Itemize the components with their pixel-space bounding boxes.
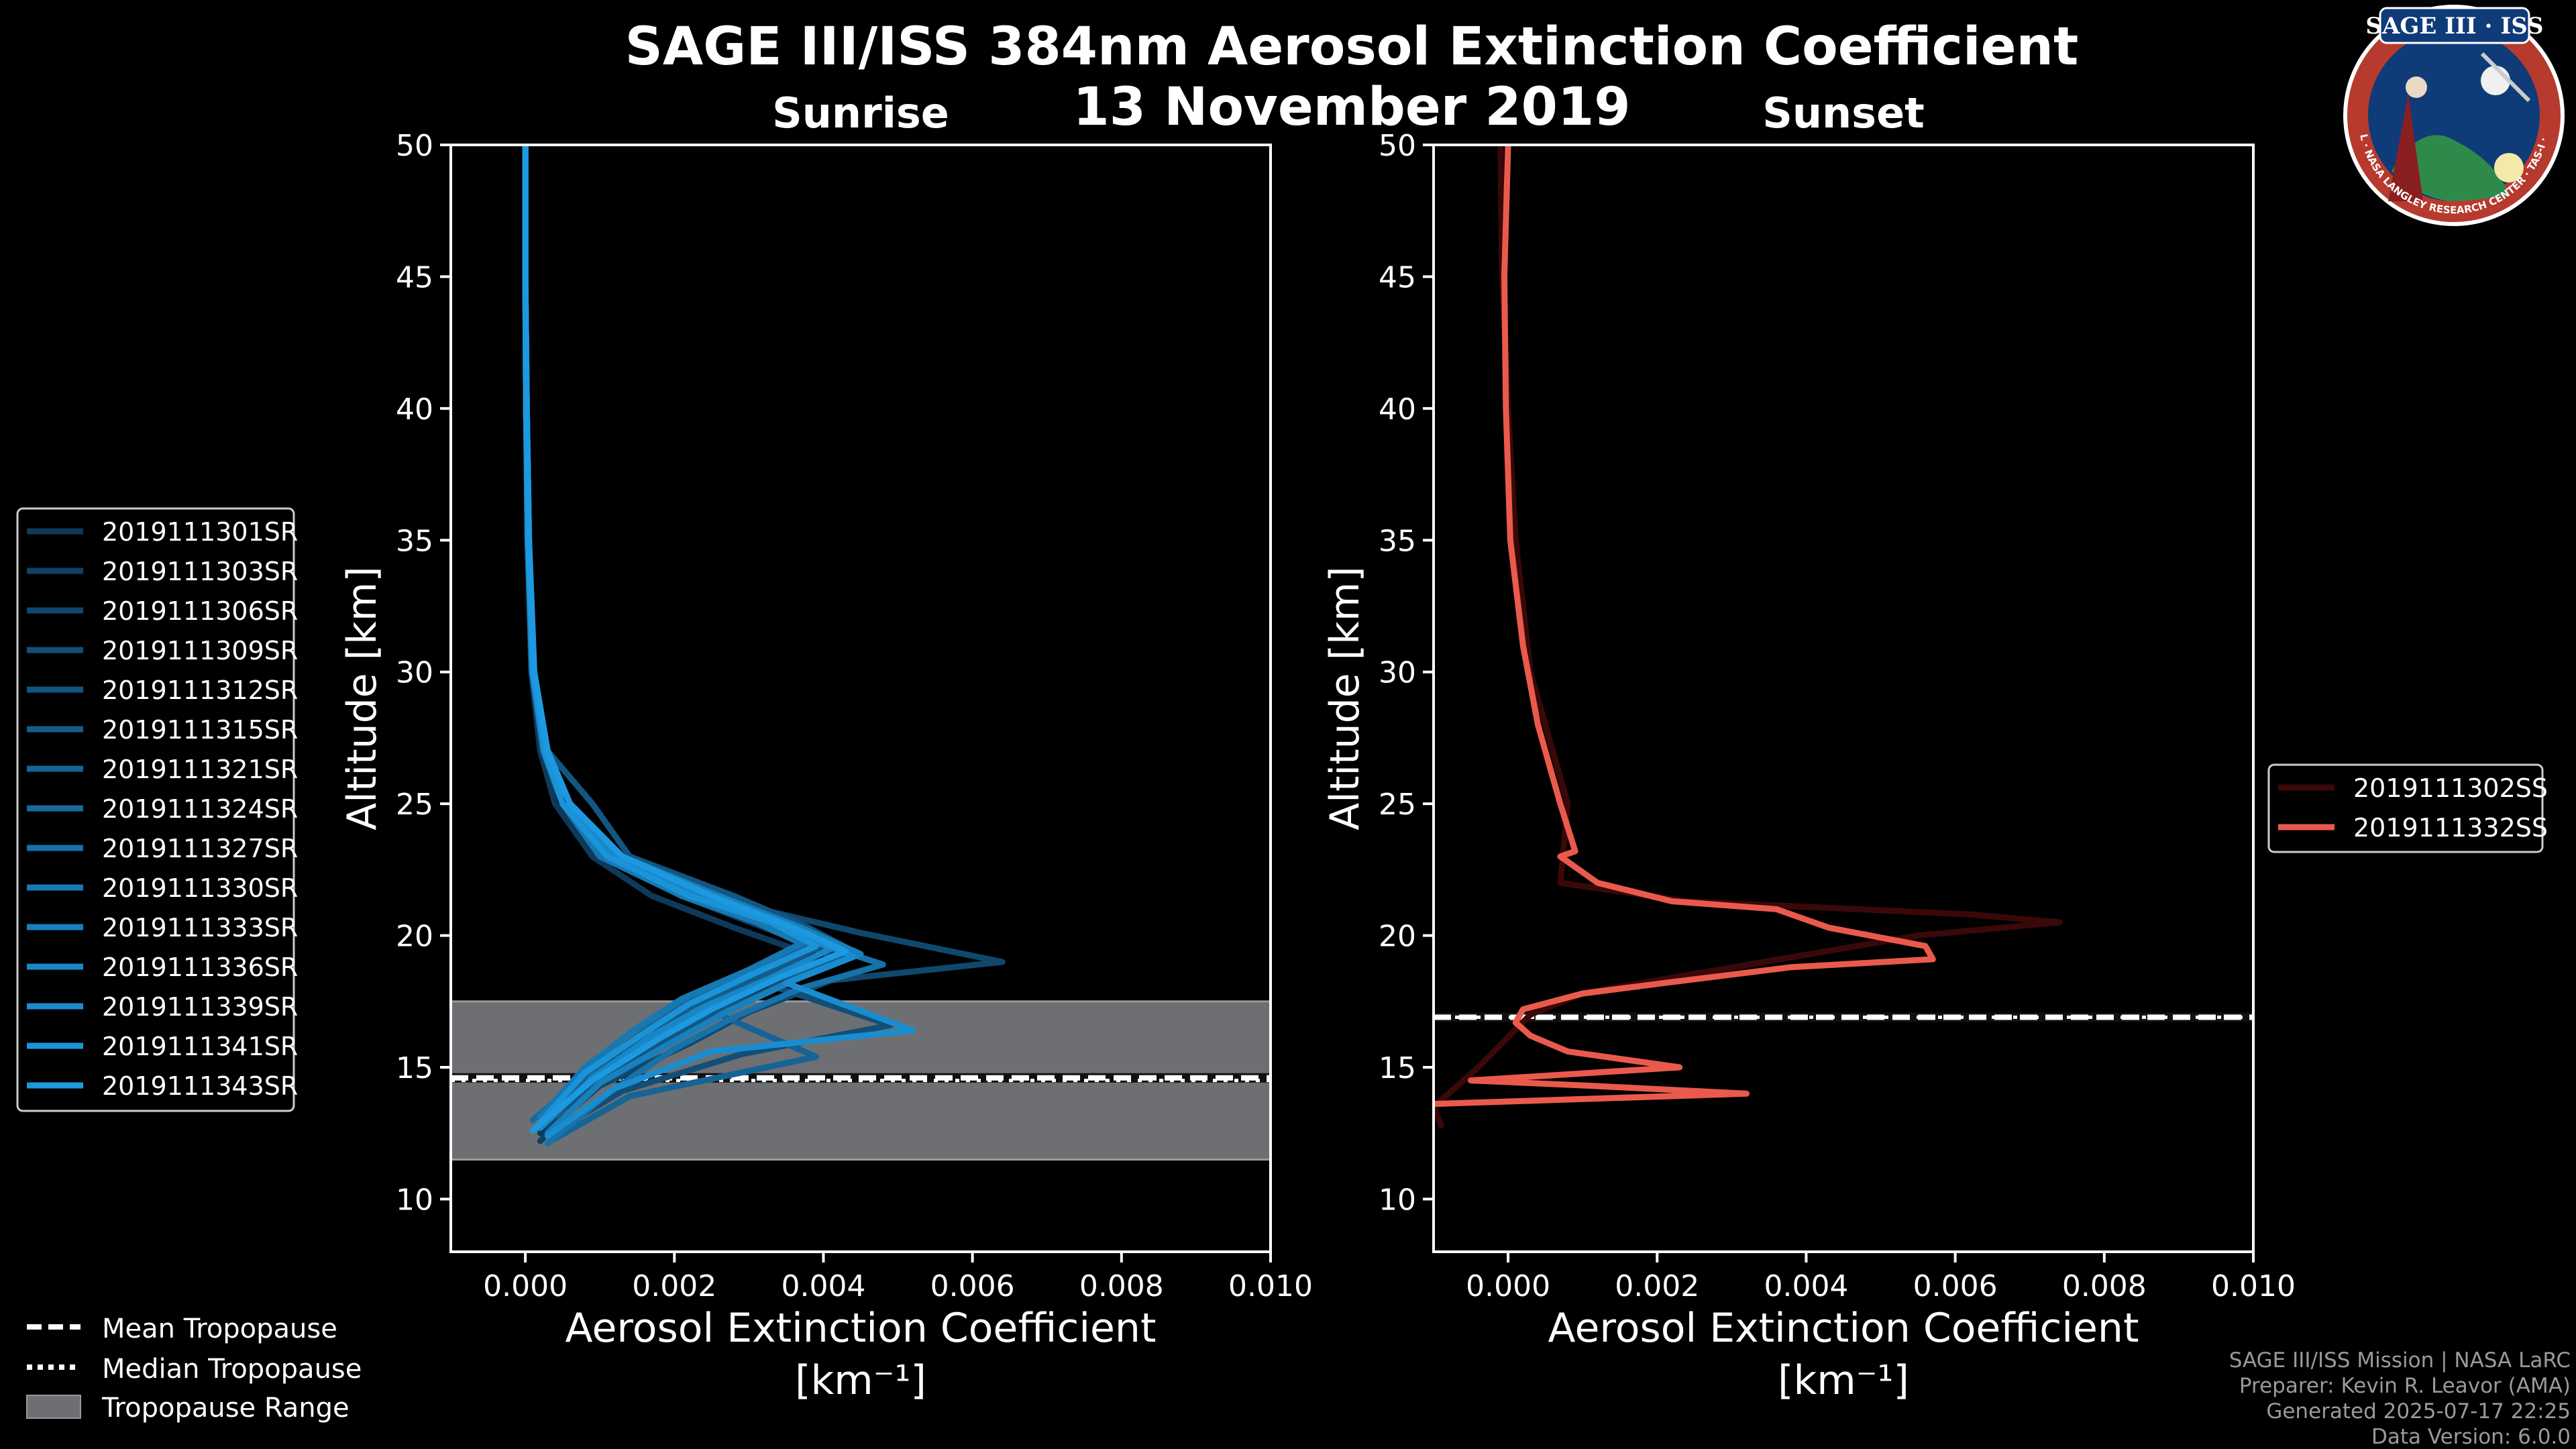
tropopause-range-label: Tropopause Range — [101, 1393, 350, 1424]
footer-preparer: Preparer: Kevin R. Leavor (AMA) — [2239, 1374, 2571, 1398]
sunrise-legend-item-label: 2019111343SR — [102, 1071, 298, 1101]
sunrise-y-axis-label: Altitude [km] — [339, 566, 386, 830]
sunrise-legend-item-label: 2019111333SR — [102, 913, 298, 943]
sunrise-x-axis-units: [km⁻¹] — [795, 1357, 926, 1404]
sunrise-legend-item-label: 2019111312SR — [102, 676, 298, 705]
footer-mission: SAGE III/ISS Mission | NASA LaRC — [2229, 1348, 2571, 1373]
sunrise-series-layer — [522, 145, 1006, 1147]
sunset-y-axis-label: Altitude [km] — [1322, 566, 1368, 830]
sunrise-plot-frame — [449, 144, 1272, 1253]
sunrise-y-tick-label: 45 — [396, 260, 433, 294]
panel-title-sunrise: Sunrise — [772, 89, 949, 138]
sunset-x-axis-label: Aerosol Extinction Coefficient — [1548, 1305, 2139, 1352]
sunrise-x-tick-label: 0.006 — [930, 1269, 1015, 1303]
sunset-legend: 2019111302SS 2019111332SS — [2267, 763, 2548, 853]
sunrise-y-tick-label: 30 — [396, 656, 433, 690]
sunrise-x-tick-label: 0.004 — [781, 1269, 865, 1303]
sunset-x-tick-label: 0.002 — [1615, 1269, 1699, 1303]
sunset-series-2019111332SS — [1434, 145, 1936, 1108]
sunrise-legend-item-label: 2019111341SR — [102, 1032, 298, 1061]
sunrise-y-tick-label: 25 — [396, 788, 433, 822]
sunrise-legend-item-label: 2019111315SR — [102, 715, 298, 745]
sunrise-y-tick-label: 50 — [396, 129, 433, 163]
sunrise-x-tick-label: 0.008 — [1079, 1269, 1164, 1303]
sunrise-legend-item-label: 2019111306SR — [102, 596, 298, 626]
sunrise-legend-item-label: 2019111324SR — [102, 794, 298, 824]
sunset-x-axis-units: [km⁻¹] — [1778, 1357, 1909, 1404]
sunrise-legend-box — [16, 507, 295, 1112]
sunrise-legend-item-label: 2019111336SR — [102, 953, 298, 982]
median-tropopause-label: Median Tropopause — [102, 1354, 362, 1385]
sunset-y-ticks: 10 15 20 25 30 35 40 45 50 — [1379, 129, 1434, 1217]
sunset-series-2019111302SS — [1434, 145, 2063, 1128]
sunrise-legend-item-label: 2019111301SR — [102, 517, 298, 547]
logo-text: SAGE III · ISS — [2365, 13, 2543, 40]
sunrise-legend-item-label: 2019111321SR — [102, 755, 298, 784]
sunset-y-tick-label: 50 — [1379, 129, 1416, 163]
sunrise-series-2019111343SR — [522, 145, 849, 1134]
mean-tropopause-label: Mean Tropopause — [102, 1313, 337, 1344]
sunset-y-tick-label: 35 — [1379, 524, 1416, 558]
sunset-plot-frame — [1432, 144, 2255, 1253]
sunrise-y-tick-label: 10 — [396, 1183, 433, 1217]
sunset-y-tick-label: 45 — [1379, 260, 1416, 294]
sunset-tropopause-layer — [1432, 1012, 2255, 1022]
figure-title: SAGE III/ISS 384nm Aerosol Extinction Co… — [625, 17, 2079, 77]
sunset-legend-box — [2267, 763, 2544, 853]
sunset-x-tick-label: 0.006 — [1913, 1269, 1998, 1303]
sunrise-y-tick-label: 40 — [396, 392, 433, 427]
sunrise-legend-item-label: 2019111327SR — [102, 834, 298, 863]
sunrise-x-axis-label: Aerosol Extinction Coefficient — [566, 1305, 1157, 1352]
sunset-legend-item-label: 2019111332SS — [2353, 813, 2548, 843]
sunset-x-tick-label: 0.010 — [2211, 1269, 2296, 1303]
sunset-legend-item-label: 2019111302SS — [2353, 773, 2548, 803]
sunset-series-layer — [1434, 145, 2063, 1128]
panel-title-sunset: Sunset — [1762, 89, 1925, 138]
sunrise-x-tick-label: 0.002 — [632, 1269, 716, 1303]
sunset-x-tick-label: 0.008 — [2062, 1269, 2147, 1303]
sunset-x-ticks: 0.000 0.002 0.004 0.006 0.008 0.010 — [1466, 1252, 2296, 1303]
sunset-y-tick-label: 40 — [1379, 392, 1416, 427]
sunrise-legend-item-label: 2019111303SR — [102, 557, 298, 586]
sunset-x-tick-label: 0.004 — [1764, 1269, 1848, 1303]
figure-subtitle-date: 13 November 2019 — [1073, 77, 1630, 138]
sunrise-y-tick-label: 35 — [396, 524, 433, 558]
sunrise-y-ticks: 10 15 20 25 30 35 40 45 50 — [396, 129, 451, 1217]
sunrise-legend-item-label: 2019111339SR — [102, 992, 298, 1022]
sunrise-x-tick-label: 0.010 — [1228, 1269, 1313, 1303]
sunrise-x-ticks: 0.000 0.002 0.004 0.006 0.008 0.010 — [483, 1252, 1313, 1303]
sunset-y-tick-label: 20 — [1379, 920, 1416, 954]
sunrise-legend-item-label: 2019111309SR — [102, 636, 298, 665]
tropopause-range-swatch — [26, 1395, 81, 1419]
sunset-y-tick-label: 10 — [1379, 1183, 1416, 1217]
sunset-y-tick-label: 25 — [1379, 788, 1416, 822]
sunrise-legend: 2019111301SR 2019111303SR 2019111306SR 2019… — [16, 507, 298, 1112]
tropopause-legend: Mean Tropopause Median Tropopause Tropop… — [26, 1313, 362, 1424]
footer-credits: SAGE III/ISS Mission | NASA LaRC Prepare… — [2229, 1348, 2571, 1449]
footer-generated: Generated 2025-07-17 22:25 — [2266, 1399, 2571, 1424]
sunset-x-tick-label: 0.000 — [1466, 1269, 1550, 1303]
sunrise-y-tick-label: 20 — [396, 920, 433, 954]
sunrise-y-tick-label: 15 — [396, 1051, 433, 1085]
footer-version: Data Version: 6.0.0 — [2371, 1425, 2571, 1449]
sunset-y-tick-label: 30 — [1379, 656, 1416, 690]
sunrise-x-tick-label: 0.000 — [483, 1269, 568, 1303]
sunset-y-tick-label: 15 — [1379, 1051, 1416, 1085]
sunrise-legend-item-label: 2019111330SR — [102, 873, 298, 903]
